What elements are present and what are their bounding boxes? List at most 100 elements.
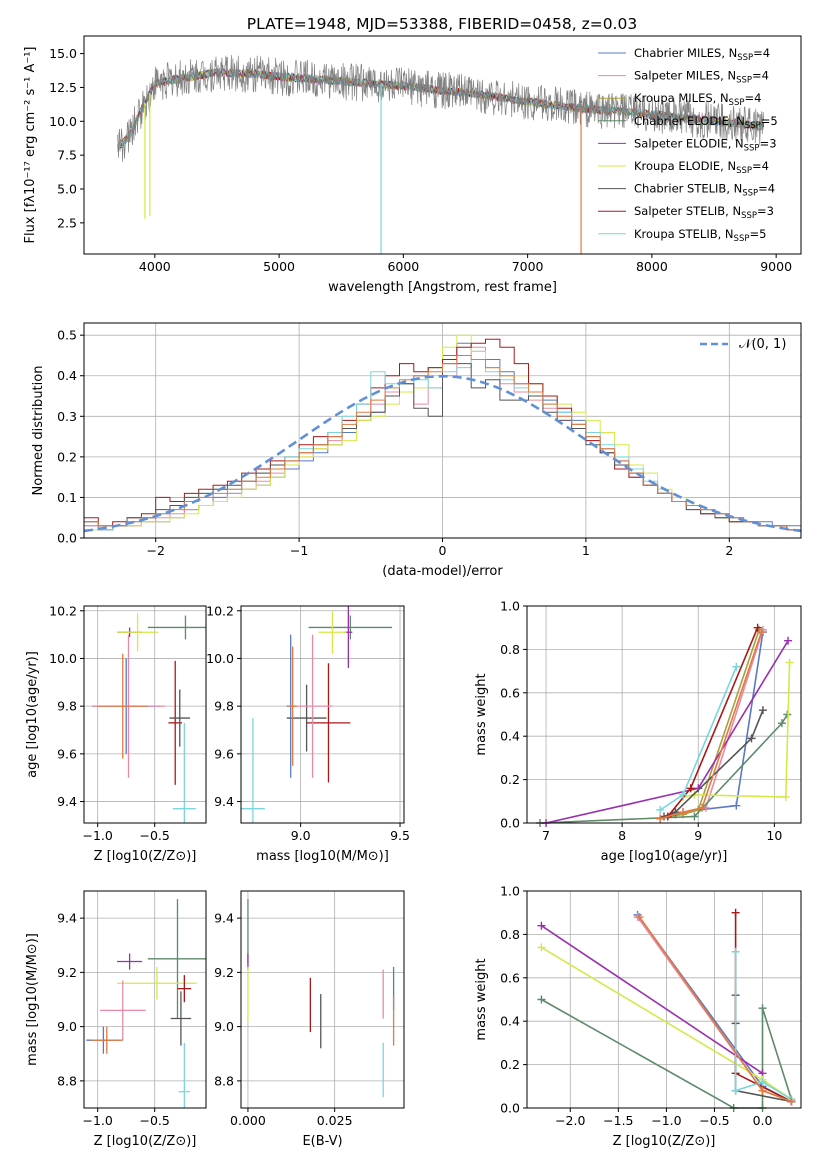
legend-subscript: SSP (745, 121, 761, 131)
weight-marker (698, 803, 707, 812)
y-tick-label: 9.8 (57, 699, 77, 714)
x-tick-label: 8 (618, 828, 626, 843)
x-tick-label: 5000 (263, 259, 295, 274)
y-tick-label: 0.8 (500, 927, 520, 942)
mass-weight-vs-metallicity-panel: −2.0 −1.5 −1.0 −0.5 0.0 0.0 0.2 0.4 0.6 0.8 1.0 Z [… (474, 884, 802, 1149)
spectrum-lines (117, 54, 765, 254)
y-axis-label: mass weight (474, 673, 489, 755)
y-tick-label: 2.5 (57, 215, 77, 230)
y-tick-label: 0.1 (57, 490, 77, 505)
weight-marker (785, 658, 794, 667)
legend-subscript: SSP (742, 189, 758, 199)
x-tick-label: −0.5 (140, 1113, 170, 1128)
y-tick-label: 9.4 (214, 911, 234, 926)
weight-marker (679, 790, 688, 799)
axes-frame (83, 35, 802, 255)
x-tick-label: 8000 (636, 259, 668, 274)
x-tick-label: 1 (582, 543, 590, 558)
y-axis-label: age [log10(age/yr)] (25, 651, 40, 778)
y-tick-label: 0.8 (500, 642, 520, 657)
weight-marker (732, 662, 741, 671)
legend-value: =4 (752, 69, 769, 83)
weight-marker (787, 1097, 796, 1106)
weight-marker (753, 623, 762, 632)
y-tick-label: 10.0 (206, 651, 234, 666)
x-axis-label: mass [log10(M/M⊙)] (256, 849, 389, 864)
x-tick-label: 9 (694, 828, 702, 843)
y-tick-label: 9.2 (57, 965, 77, 980)
x-tick-label: 9.0 (291, 828, 311, 843)
legend-entry: Kroupa ELODIE, NSSP=4 (634, 159, 769, 176)
x-tick-label: −2 (146, 543, 164, 558)
histogram-series-7 (84, 355, 801, 531)
y-tick-label: 0.3 (57, 409, 77, 424)
weight-marker (686, 784, 695, 793)
y-tick-label: 10.2 (49, 603, 77, 618)
x-tick-label: 0.000 (230, 1113, 266, 1128)
legend-value: =5 (761, 114, 778, 128)
y-tick-label: 9.0 (214, 1019, 234, 1034)
y-axis-label: Flux [fλ10⁻¹⁷ erg cm⁻² s⁻¹ A⁻¹] (23, 47, 38, 244)
legend-entry: 𝒩(0, 1) (739, 337, 786, 352)
legend-entry: Salpeter ELODIE, NSSP=3 (634, 136, 777, 153)
y-tick-label: 7.5 (57, 148, 77, 163)
weight-series-6 (682, 662, 791, 798)
y-tick-label: 10.0 (49, 114, 77, 129)
x-tick-label: −0.5 (140, 828, 170, 843)
legend-entry: Chabrier ELODIE, NSSP=5 (634, 114, 778, 131)
y-tick-label: 1.0 (500, 884, 520, 899)
y-tick-label: 0.4 (57, 368, 77, 383)
axes-frame (83, 322, 802, 539)
y-tick-label: 5.0 (57, 182, 77, 197)
legend-value: =4 (753, 46, 770, 60)
y-tick-label: 0.0 (500, 1101, 520, 1116)
legend-subscript: SSP (741, 211, 757, 221)
weight-marker (758, 1086, 767, 1095)
legend-value: =4 (744, 91, 761, 105)
mass-vs-metallicity-panel: −1.0 −0.5 8.8 9.0 9.2 9.4 Z [log10(Z/Z⊙)] mass … (25, 890, 207, 1149)
weight-marker (679, 808, 688, 817)
y-tick-label: 8.8 (214, 1073, 234, 1088)
y-tick-label: 9.2 (214, 965, 234, 980)
weight-marker (732, 801, 741, 810)
x-tick-label: −2.0 (555, 1113, 585, 1128)
y-tick-label: 10.0 (49, 651, 77, 666)
y-axis-label: mass weight (474, 958, 489, 1040)
legend-subscript: SSP (744, 143, 760, 153)
x-tick-label: −1.5 (603, 1113, 633, 1128)
weight-series-4 (539, 714, 788, 824)
y-tick-label: 15.0 (49, 46, 77, 61)
legend-entry: Kroupa STELIB, NSSP=5 (634, 227, 766, 244)
y-tick-label: 0.0 (500, 816, 520, 831)
age-vs-metallicity-panel: −1.0 −0.5 9.4 9.6 9.8 10.0 10.2 Z [log10(Z/Z⊙)]… (25, 603, 207, 864)
y-tick-label: 10.2 (206, 603, 234, 618)
weight-marker (537, 921, 546, 930)
y-tick-label: 0.4 (500, 729, 520, 744)
weight-marker (537, 995, 546, 1004)
y-tick-label: 0.2 (500, 1057, 520, 1072)
weight-series-8 (734, 951, 792, 1100)
mass-weight-vs-age-panel: 7 8 9 10 0.0 0.2 0.4 0.6 0.8 1.0 age [log10(age/yr… (474, 599, 802, 864)
legend-subscript: SSP (734, 234, 750, 244)
y-tick-label: 9.6 (57, 746, 77, 761)
axes-frame (240, 890, 405, 1109)
legend-subscript: SSP (729, 98, 745, 108)
x-tick-label: 6000 (387, 259, 419, 274)
y-tick-label: 0.0 (57, 531, 77, 546)
residual-histogram-panel: −2 −1 0 1 2 0.0 0.1 0.2 0.3 0.4 0.5 (data-model)/er… (31, 322, 802, 579)
legend-entry: Salpeter STELIB, NSSP=3 (634, 204, 774, 221)
weight-marker (731, 1086, 740, 1095)
x-tick-label: 7 (542, 828, 550, 843)
x-tick-label: 0.0 (753, 1113, 773, 1128)
x-tick-label: −1.0 (83, 1113, 113, 1128)
x-tick-label: 9.5 (390, 828, 410, 843)
figure-title: PLATE=1948, MJD=53388, FIBERID=0458, z=0… (247, 15, 637, 33)
x-axis-label: (data-model)/error (382, 564, 503, 579)
legend-value: =4 (758, 182, 775, 196)
legend-value: =4 (752, 159, 769, 173)
weight-marker (757, 628, 766, 637)
y-tick-label: 9.6 (214, 746, 234, 761)
weight-lines (537, 908, 796, 1112)
histograms (84, 334, 801, 533)
